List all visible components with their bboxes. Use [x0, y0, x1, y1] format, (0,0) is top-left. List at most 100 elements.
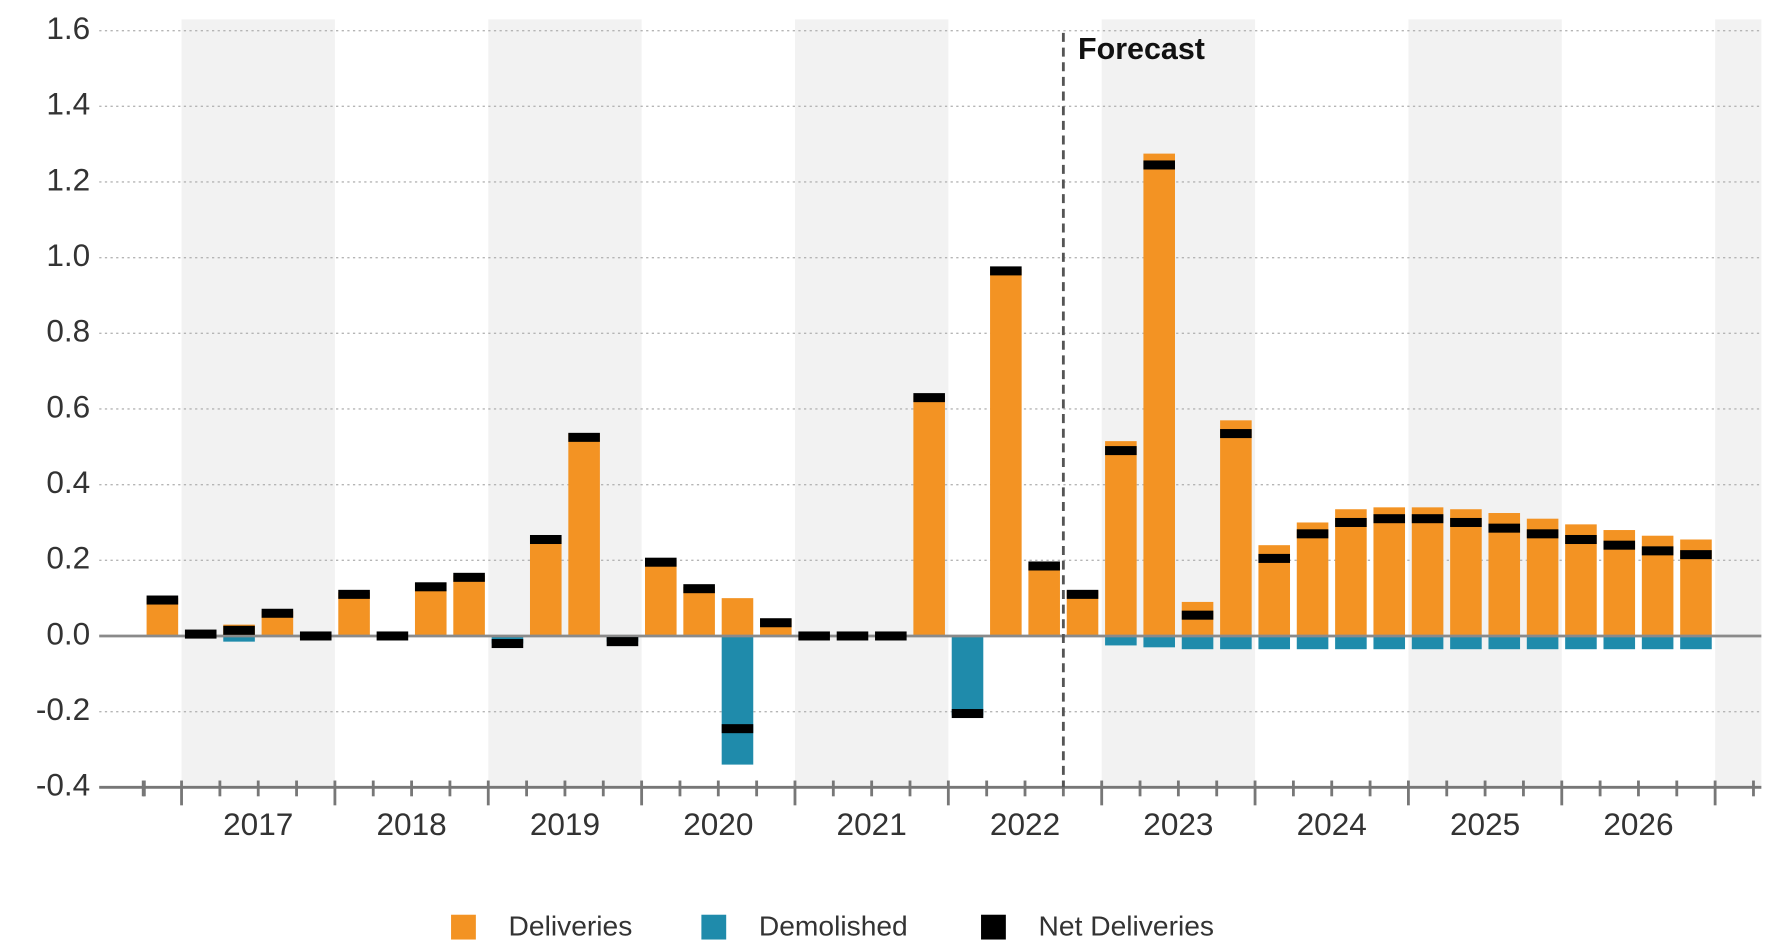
bar-demolished: [1450, 635, 1482, 650]
bar-demolished: [1296, 635, 1329, 650]
net-marker: [1066, 589, 1099, 599]
bar-deliveries: [645, 560, 677, 636]
x-group-label: 2020: [683, 806, 753, 842]
net-marker: [1603, 540, 1636, 550]
y-tick-label: 1.4: [46, 86, 90, 122]
net-marker: [913, 393, 945, 403]
bar-demolished: [1335, 635, 1367, 650]
bar-deliveries: [913, 395, 945, 636]
x-group-label: 2026: [1603, 806, 1673, 842]
bar-deliveries: [721, 598, 754, 636]
bar-deliveries: [1373, 507, 1406, 636]
net-marker: [338, 589, 370, 599]
bar-demolished: [1220, 635, 1252, 650]
net-marker: [376, 631, 409, 641]
y-tick-label: 1.6: [46, 10, 90, 46]
x-group-label: 2022: [990, 806, 1060, 842]
bar-demolished: [1181, 635, 1214, 650]
x-group-label: 2017: [223, 806, 293, 842]
bar-demolished: [721, 635, 754, 765]
net-marker: [453, 572, 485, 582]
net-marker: [645, 557, 677, 567]
y-tick-label: 0.2: [46, 540, 90, 576]
bar-demolished: [1565, 635, 1597, 650]
net-marker: [223, 625, 255, 635]
net-marker: [184, 629, 217, 639]
net-marker: [1181, 610, 1214, 620]
bar-demolished: [1258, 635, 1291, 650]
net-marker: [1373, 514, 1406, 524]
net-marker: [568, 432, 600, 442]
bar-demolished: [1526, 635, 1559, 650]
x-group-label: 2018: [376, 806, 446, 842]
bar-deliveries: [338, 592, 370, 636]
net-marker: [951, 709, 984, 719]
net-marker: [1680, 550, 1712, 560]
year-band: [1715, 19, 1762, 788]
year-band: [1101, 19, 1256, 788]
bar-demolished: [223, 635, 255, 642]
bar-demolished: [1680, 635, 1712, 650]
x-group-label: 2019: [530, 806, 600, 842]
y-tick-label: 1.0: [46, 237, 90, 273]
legend-label: Deliveries: [509, 910, 633, 942]
legend-swatch: [451, 914, 476, 940]
bar-deliveries: [1450, 509, 1482, 636]
forecast-label: Forecast: [1078, 32, 1205, 66]
legend-swatch: [701, 914, 727, 940]
bar-deliveries: [1296, 522, 1329, 636]
x-group-label: 2023: [1143, 806, 1213, 842]
bar-demolished: [1143, 635, 1175, 648]
bar-demolished: [1105, 635, 1137, 646]
bar-deliveries: [1411, 507, 1444, 636]
year-band: [488, 19, 642, 788]
bar-demolished: [1373, 635, 1406, 650]
y-tick-label: -0.4: [36, 767, 90, 803]
net-marker: [606, 637, 639, 647]
net-marker: [836, 631, 869, 641]
net-marker: [1220, 429, 1252, 439]
net-marker: [491, 639, 524, 649]
net-marker: [1526, 529, 1559, 539]
year-band: [181, 19, 335, 788]
year-band: [1408, 19, 1562, 788]
bar-deliveries: [529, 537, 562, 636]
x-group-label: 2024: [1297, 806, 1367, 842]
legend-swatch: [981, 914, 1006, 940]
y-tick-label: 0.8: [46, 313, 90, 349]
bar-demolished: [1488, 635, 1521, 650]
net-marker: [261, 608, 294, 618]
bar-deliveries: [990, 269, 1022, 636]
net-marker: [146, 595, 179, 605]
net-marker: [1641, 546, 1674, 556]
bar-demolished: [1641, 635, 1674, 650]
net-marker: [299, 631, 332, 641]
net-marker: [721, 724, 754, 734]
x-group-label: 2025: [1450, 806, 1520, 842]
net-marker: [529, 534, 562, 545]
bar-deliveries: [1335, 509, 1367, 636]
bar-deliveries: [1105, 441, 1137, 636]
legend-label: Net Deliveries: [1039, 910, 1214, 942]
y-tick-label: 0.0: [46, 615, 90, 651]
net-marker: [1296, 529, 1329, 539]
bar-deliveries: [1488, 513, 1521, 636]
net-marker: [760, 618, 792, 628]
bar-deliveries: [453, 575, 485, 636]
net-marker: [1105, 446, 1137, 456]
net-marker: [1411, 514, 1444, 524]
bar-demolished: [1411, 635, 1444, 650]
net-marker: [1258, 553, 1291, 563]
bar-deliveries: [683, 586, 715, 636]
net-marker: [414, 582, 447, 592]
y-tick-label: 1.2: [46, 161, 90, 197]
net-marker: [1565, 534, 1597, 545]
legend-label: Demolished: [759, 910, 908, 942]
net-marker: [875, 631, 907, 641]
net-marker: [1488, 523, 1521, 533]
net-marker: [1450, 517, 1482, 527]
bar-deliveries: [1220, 420, 1252, 636]
net-marker: [1143, 160, 1175, 170]
x-group-label: 2021: [837, 806, 907, 842]
